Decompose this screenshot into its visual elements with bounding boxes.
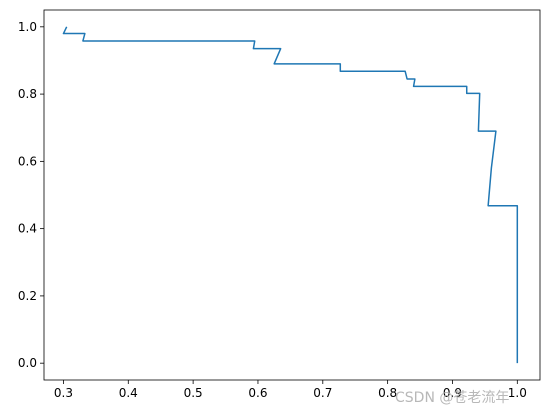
y-tick-label: 0.8 [18,87,37,101]
y-tick-label: 0.4 [18,222,37,236]
watermark-text: CSDN @苍老流年 [395,390,509,406]
y-tick-label: 0.0 [18,356,37,370]
x-tick-label: 0.9 [443,386,462,400]
y-axis: 0.0 0.2 0.4 0.6 0.8 1.0 [18,20,44,370]
x-tick-label: 0.7 [313,386,332,400]
x-tick-label: 1.0 [508,386,527,400]
series-layer [62,26,519,364]
series-line [62,26,519,364]
x-tick-label: 0.6 [248,386,267,400]
x-axis: 0.3 0.4 0.5 0.6 0.7 0.8 0.9 1.0 [54,380,527,400]
x-tick-label: 0.3 [54,386,73,400]
x-tick-label: 0.5 [184,386,203,400]
x-tick-label: 0.4 [119,386,138,400]
y-tick-label: 0.2 [18,289,37,303]
x-tick-label: 0.8 [378,386,397,400]
plot-border [43,9,541,381]
y-tick-label: 0.6 [18,154,37,168]
plot-frame [43,9,541,381]
y-tick-label: 1.0 [18,20,37,34]
